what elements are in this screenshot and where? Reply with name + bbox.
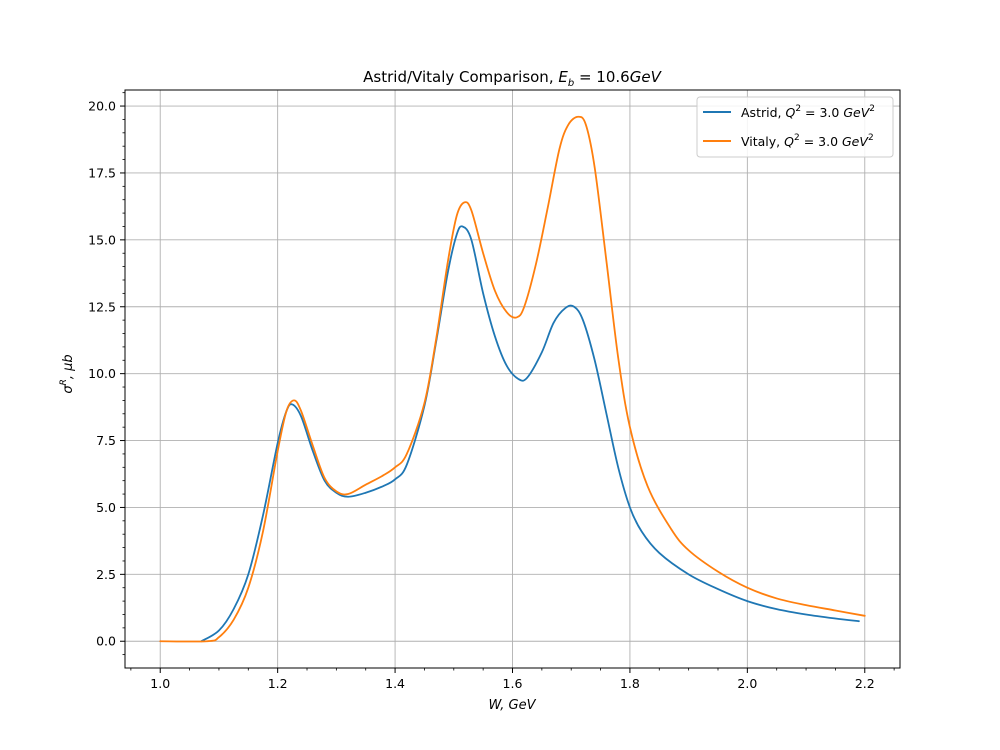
y-tick-label: 0.0 bbox=[96, 634, 116, 649]
series-line-vitaly bbox=[159, 115, 866, 643]
legend-label-astrid: Astrid, Q2 = 3.0 GeV2 bbox=[741, 104, 875, 120]
x-tick-label: 1.8 bbox=[620, 676, 640, 691]
y-tick-label: 20.0 bbox=[88, 99, 116, 114]
x-tick-label: 1.0 bbox=[150, 676, 170, 691]
x-tick-label: 2.2 bbox=[855, 676, 875, 691]
x-tick-label: 1.2 bbox=[268, 676, 288, 691]
chart-title: Astrid/Vitaly Comparison, Eb = 10.6GeV bbox=[363, 68, 662, 89]
grid bbox=[125, 90, 900, 668]
y-axis-label: σR, μb bbox=[59, 354, 76, 393]
x-axis-label: W, GeV bbox=[488, 698, 536, 713]
series-line-astrid bbox=[200, 225, 860, 643]
series-group bbox=[159, 115, 866, 643]
y-tick-label: 17.5 bbox=[88, 165, 116, 180]
legend: Astrid, Q2 = 3.0 GeV2 Vitaly, Q2 = 3.0 G… bbox=[696, 96, 894, 158]
y-tick-label: 2.5 bbox=[96, 567, 116, 582]
y-tick-label: 12.5 bbox=[88, 299, 116, 314]
y-tick-label: 15.0 bbox=[88, 232, 116, 247]
x-tick-label: 1.6 bbox=[503, 676, 523, 691]
legend-box bbox=[696, 96, 894, 158]
x-tick-label: 2.0 bbox=[737, 676, 757, 691]
y-tick-label: 10.0 bbox=[88, 366, 116, 381]
x-tick-label: 1.4 bbox=[385, 676, 405, 691]
y-tick-label: 5.0 bbox=[96, 500, 116, 515]
axis-ticks: 1.0 1.2 1.4 1.6 1.8 2.0 2.2 0.0 2.5 5.0 7.5 10.0 12.… bbox=[88, 92, 895, 691]
legend-label-vitaly: Vitaly, Q2 = 3.0 GeV2 bbox=[741, 133, 874, 149]
y-tick-label: 7.5 bbox=[96, 433, 116, 448]
